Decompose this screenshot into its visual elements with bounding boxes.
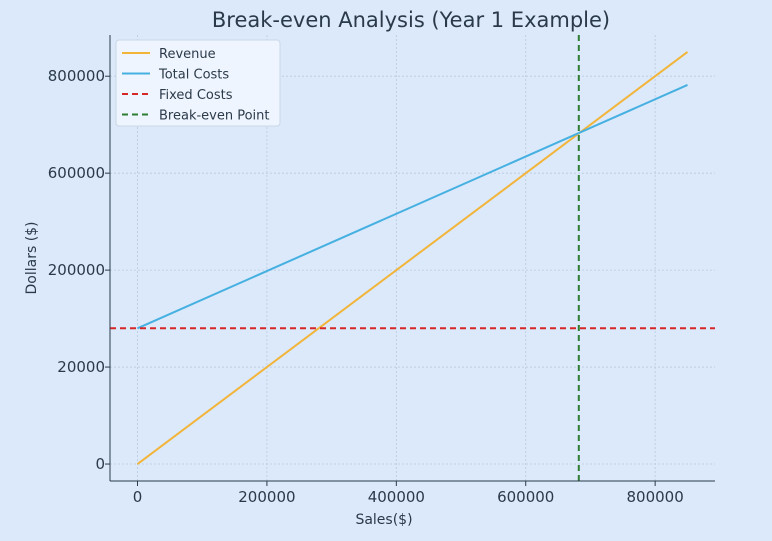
- x-tick-label: 400000: [368, 488, 425, 506]
- y-tick-label: 600000: [48, 164, 105, 182]
- total-costs-line: [137, 84, 688, 330]
- legend-box: [115, 39, 281, 127]
- y-ticks: 0 20000 200000 600000 800000: [48, 67, 110, 473]
- legend-label-revenue: Revenue: [159, 47, 216, 62]
- x-tick-label: 0: [133, 488, 143, 506]
- x-tick-label: 800000: [627, 488, 684, 506]
- y-axis-label: Dollars ($): [24, 221, 40, 294]
- series-layer: [110, 35, 715, 481]
- legend-label-total-costs: Total Costs: [158, 68, 229, 83]
- y-tick-label: 200000: [48, 261, 105, 279]
- x-tick-label: 600000: [497, 488, 554, 506]
- x-axis-label: Sales($): [355, 512, 412, 528]
- legend-items: Revenue Total Costs Fixed Costs Break-even …: [122, 47, 270, 124]
- legend: Revenue Total Costs Fixed Costs Break-even …: [115, 39, 281, 127]
- y-tick-label: 800000: [48, 67, 105, 85]
- x-ticks: 0 200000 400000 600000 800000: [133, 481, 684, 506]
- chart-title: Break-even Analysis (Year 1 Example): [212, 8, 610, 32]
- revenue-line: [136, 51, 689, 465]
- legend-label-break-even-point: Break-even Point: [159, 109, 270, 124]
- legend-label-fixed-costs: Fixed Costs: [159, 88, 233, 103]
- x-tick-label: 200000: [238, 488, 295, 506]
- y-tick-label: 20000: [57, 358, 105, 376]
- y-tick-label: 0: [95, 455, 105, 473]
